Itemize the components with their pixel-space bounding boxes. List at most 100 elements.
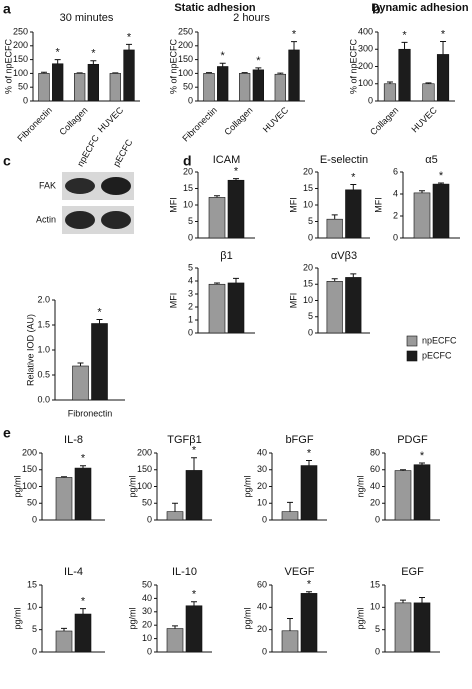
- error-bar: [350, 184, 357, 190]
- y-axis-label: pg/ml: [355, 607, 365, 629]
- bar: [422, 83, 435, 102]
- panel-label: b: [372, 1, 381, 17]
- y-tick-label: 5: [32, 624, 37, 634]
- bar: [326, 218, 343, 239]
- legend-label: npECFC: [422, 335, 457, 345]
- y-tick-label: 40: [370, 481, 380, 491]
- y-tick-label: 0: [375, 514, 380, 524]
- significance-star: *: [441, 28, 446, 40]
- y-axis-label: % of npECFC: [348, 38, 358, 94]
- error-bar: [219, 62, 226, 67]
- y-tick-label: 200: [13, 40, 28, 50]
- x-tick-label: Collagen: [57, 105, 89, 137]
- panel-label: d: [183, 153, 192, 169]
- blot-band: [101, 177, 131, 195]
- error-bar: [400, 469, 406, 471]
- bar: [72, 365, 89, 401]
- y-tick-label: 80: [370, 447, 380, 457]
- chart-title: α5: [425, 154, 437, 166]
- bar: [300, 593, 318, 653]
- significance-star: *: [192, 589, 197, 601]
- chart-title: 30 minutes: [60, 12, 114, 24]
- error-bar: [233, 178, 239, 181]
- y-tick-label: 1: [188, 314, 193, 324]
- bar: [38, 73, 50, 102]
- y-tick-label: 0: [32, 514, 37, 524]
- y-tick-label: 100: [13, 68, 28, 78]
- bar: [109, 73, 121, 102]
- error-bar: [291, 41, 298, 50]
- y-axis-label: pg/ml: [127, 475, 137, 497]
- y-tick-label: 40: [142, 593, 152, 603]
- bar: [203, 73, 215, 102]
- bar: [227, 282, 245, 334]
- x-tick-label: HUVEC: [96, 105, 126, 135]
- y-tick-label: 50: [142, 498, 152, 508]
- row-label: Actin: [36, 214, 56, 224]
- significance-star: *: [292, 29, 297, 41]
- bar: [252, 69, 264, 102]
- panel-heading: Dynamic adhesion: [371, 2, 468, 14]
- y-tick-label: 400: [358, 26, 373, 36]
- error-bar: [61, 627, 67, 632]
- y-tick-label: 30: [142, 606, 152, 616]
- y-tick-label: 200: [137, 447, 152, 457]
- error-bar: [400, 599, 406, 603]
- bar: [74, 467, 92, 521]
- bar: [345, 277, 362, 334]
- error-bar: [306, 460, 312, 466]
- y-tick-label: 5: [188, 216, 193, 226]
- error-bar: [191, 601, 197, 606]
- y-tick-label: 0: [147, 514, 152, 524]
- error-bar: [255, 67, 262, 70]
- y-tick-label: 200: [358, 61, 373, 71]
- significance-star: *: [351, 171, 356, 183]
- y-tick-label: 15: [303, 279, 313, 289]
- bar: [394, 602, 412, 653]
- error-bar: [214, 195, 220, 198]
- y-tick-label: 50: [27, 498, 37, 508]
- significance-star: *: [420, 450, 425, 462]
- x-tick-label: Fibronectin: [180, 105, 219, 144]
- significance-star: *: [256, 55, 261, 67]
- error-bar: [214, 282, 220, 285]
- y-tick-label: 0: [262, 514, 267, 524]
- y-tick-label: 0: [188, 327, 193, 337]
- error-bar: [425, 82, 432, 84]
- y-tick-label: 10: [370, 602, 380, 612]
- error-bar: [331, 278, 338, 282]
- y-tick-label: 10: [257, 498, 267, 508]
- bar: [274, 73, 286, 102]
- y-tick-label: 15: [303, 183, 313, 193]
- bar: [74, 613, 92, 653]
- bar: [227, 179, 245, 239]
- y-tick-label: 5: [375, 624, 380, 634]
- x-tick-label: HUVEC: [409, 105, 439, 135]
- bar: [91, 323, 108, 401]
- y-tick-label: 50: [18, 82, 28, 92]
- significance-star: *: [192, 445, 197, 457]
- y-tick-label: 30: [257, 464, 267, 474]
- lane-label: pECFC: [111, 137, 135, 168]
- bar: [383, 83, 397, 102]
- blot-band: [65, 178, 95, 194]
- error-bar: [438, 182, 444, 185]
- y-tick-label: 20: [257, 624, 267, 634]
- y-axis-label: MFI: [168, 293, 178, 309]
- x-tick-label: Fibronectin: [15, 105, 54, 144]
- y-tick-label: 100: [22, 481, 37, 491]
- y-tick-label: 10: [303, 199, 313, 209]
- error-bar: [306, 591, 312, 594]
- y-tick-label: 250: [13, 26, 28, 36]
- y-tick-label: 0: [393, 232, 398, 242]
- y-tick-label: 6: [393, 166, 398, 176]
- y-axis-label: MFI: [373, 197, 383, 213]
- error-bar: [126, 43, 133, 50]
- error-bar: [172, 625, 178, 629]
- y-tick-label: 2: [393, 210, 398, 220]
- bar: [413, 464, 431, 521]
- error-bar: [80, 608, 86, 615]
- error-bar: [233, 277, 239, 283]
- western-blot: npECFC pECFC FAK Actin: [36, 133, 135, 234]
- bar: [300, 465, 318, 521]
